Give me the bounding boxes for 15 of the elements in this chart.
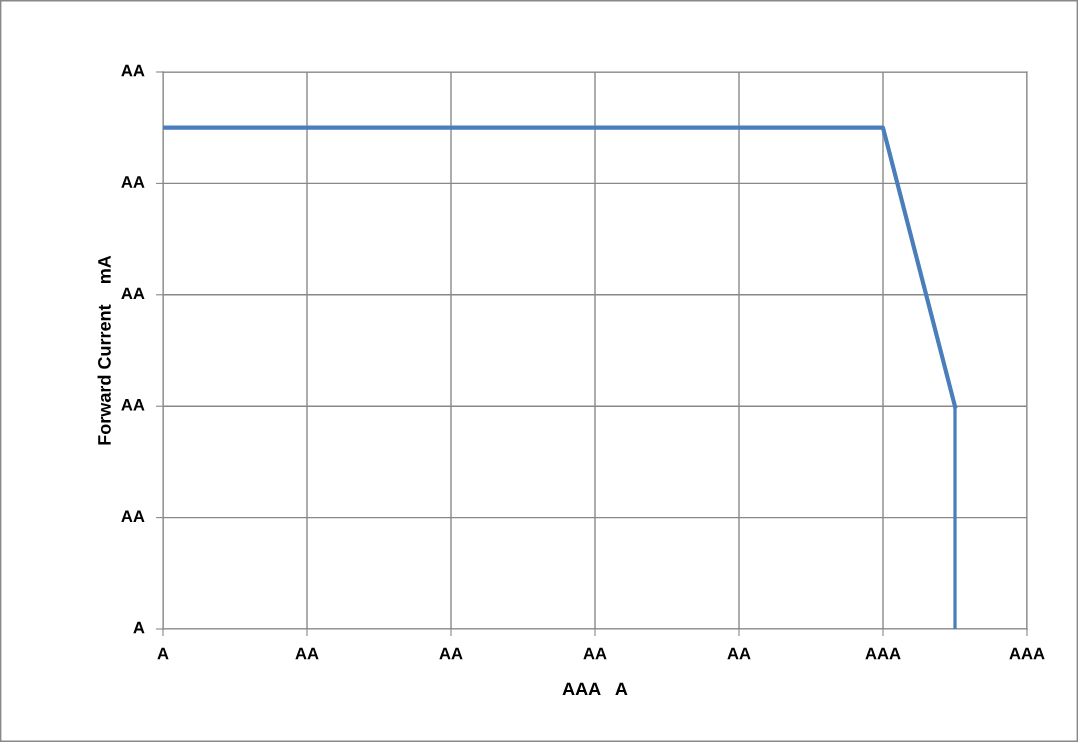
y-axis-title: Forward Current mA — [97, 255, 111, 445]
x-tick-label: AAA — [865, 647, 901, 660]
x-axis-title: AAA A — [562, 682, 628, 696]
x-tick-label: AA — [727, 647, 751, 660]
text: AA — [121, 510, 145, 522]
x-tick-label: AA — [583, 647, 607, 660]
x-tick-label: AAA — [1009, 647, 1045, 660]
text: AA — [121, 176, 145, 188]
text: AA — [121, 399, 145, 411]
x-tick-label: AA — [439, 647, 463, 660]
x-tick-label: A — [157, 647, 169, 660]
x-tick-label: AA — [295, 647, 319, 660]
text: A — [133, 621, 145, 634]
text: AA — [121, 64, 145, 77]
text: AA — [121, 287, 145, 300]
